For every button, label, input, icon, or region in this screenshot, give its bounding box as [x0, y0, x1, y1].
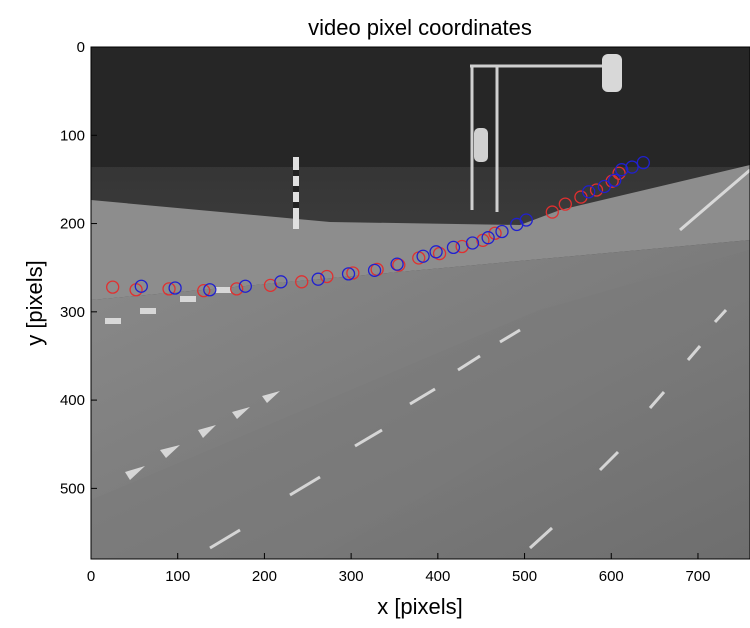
data-point-series-2	[615, 163, 629, 177]
data-point-series-2	[625, 160, 639, 174]
y-axis-title: y [pixels]	[22, 260, 47, 346]
axis-ticks: 0 100 200 300 400 500 600 700 0 100 200 300 400 500	[60, 39, 711, 585]
data-point-series-2	[465, 236, 480, 250]
data-point-series-2	[481, 231, 495, 245]
data-point-series-1	[346, 266, 360, 280]
chart-title: video pixel coordinates	[308, 15, 532, 40]
data-point-series-2	[429, 245, 443, 259]
x-axis-title: x [pixels]	[377, 594, 463, 619]
data-point-series-2	[636, 155, 650, 170]
y-tick-label: 400	[60, 392, 85, 409]
data-point-series-2	[495, 224, 509, 239]
y-tick-label: 100	[60, 127, 85, 144]
data-point-series-2	[311, 272, 325, 286]
data-point-series-2	[446, 240, 461, 255]
data-point-series-1	[488, 226, 502, 240]
data-point-series-2	[134, 279, 148, 293]
data-point-series-2	[274, 275, 288, 289]
data-point-series-1	[320, 269, 334, 284]
data-point-series-2	[597, 179, 611, 194]
x-tick-label: 100	[165, 568, 190, 585]
x-tick-label: 600	[599, 568, 624, 585]
data-point-series-2	[390, 257, 404, 271]
data-point-series-2	[238, 279, 252, 293]
plot-frame	[90, 46, 750, 560]
data-point-series-1	[558, 197, 572, 211]
data-points	[106, 155, 650, 298]
video-frame-background	[91, 47, 750, 559]
x-tick-label: 300	[339, 568, 364, 585]
x-tick-label: 500	[512, 568, 537, 585]
data-point-series-1	[106, 280, 120, 294]
data-point-series-2	[416, 249, 430, 263]
data-point-series-2	[367, 263, 382, 277]
y-tick-label: 200	[60, 216, 85, 233]
y-tick-label: 0	[77, 39, 85, 56]
data-point-series-1	[162, 282, 176, 296]
data-point-series-1	[612, 166, 626, 180]
data-point-series-2	[168, 281, 182, 295]
data-point-series-2	[341, 267, 356, 281]
x-tick-label: 400	[425, 568, 450, 585]
data-point-series-1	[589, 183, 604, 197]
data-point-series-1	[545, 205, 559, 219]
data-point-series-2	[608, 173, 622, 187]
data-point-series-1	[230, 282, 244, 296]
data-point-series-2	[203, 283, 217, 297]
y-tick-label: 500	[60, 480, 85, 497]
x-tick-label: 0	[87, 568, 95, 585]
data-point-series-1	[295, 275, 309, 289]
x-tick-label: 200	[252, 568, 277, 585]
data-point-series-1	[197, 283, 211, 298]
data-point-series-2	[582, 185, 596, 199]
data-point-series-2	[519, 213, 533, 227]
y-tick-label: 300	[60, 304, 85, 321]
x-tick-label: 700	[685, 568, 710, 585]
